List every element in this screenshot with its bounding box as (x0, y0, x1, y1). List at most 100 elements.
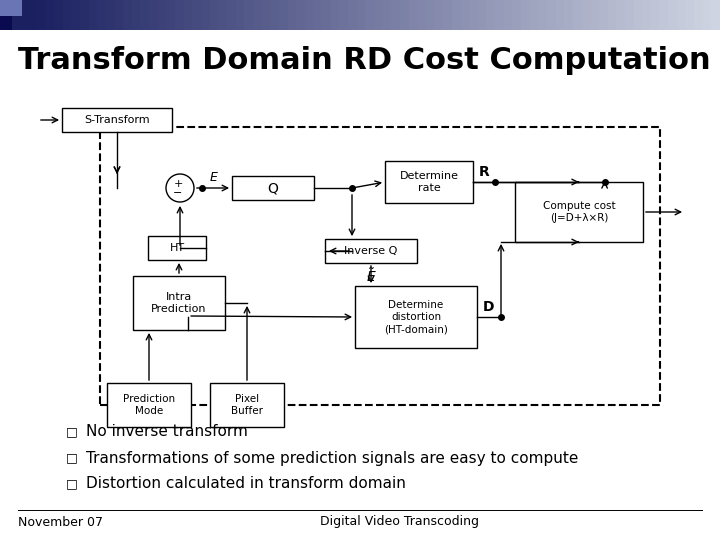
Bar (556, 0, 565, 30)
Bar (426, 0, 436, 30)
Bar (487, 0, 496, 30)
Bar (210, 383, 284, 427)
Bar (63, 0, 72, 30)
Bar (539, 0, 548, 30)
Bar (608, 0, 617, 30)
Bar (97, 0, 107, 30)
Bar (330, 0, 341, 30)
Bar (365, 0, 375, 30)
Bar (45, 0, 55, 30)
Bar (175, 0, 185, 30)
Bar (564, 0, 574, 30)
Bar (685, 0, 695, 30)
Bar (356, 0, 366, 30)
Bar (642, 0, 652, 30)
Bar (355, 286, 477, 348)
Bar (599, 0, 608, 30)
Bar (582, 0, 591, 30)
Text: Compute cost
(J=D+λ×R): Compute cost (J=D+λ×R) (543, 201, 616, 223)
Bar (123, 0, 132, 30)
Text: Q: Q (268, 181, 279, 195)
Bar (89, 0, 98, 30)
Bar (409, 0, 418, 30)
Bar (261, 0, 271, 30)
Bar (140, 0, 150, 30)
Bar (80, 0, 89, 30)
Bar (444, 0, 453, 30)
Bar (348, 0, 358, 30)
Bar (513, 0, 522, 30)
Bar (573, 0, 582, 30)
Bar (418, 0, 427, 30)
Bar (322, 0, 332, 30)
Text: Prediction
Mode: Prediction Mode (123, 394, 175, 416)
Text: S-Transform: S-Transform (84, 115, 150, 125)
Text: Determine
distortion
(HT-domain): Determine distortion (HT-domain) (384, 300, 448, 334)
Bar (100, 127, 660, 405)
Bar (530, 0, 539, 30)
Bar (218, 0, 228, 30)
Text: $\tilde{E}$: $\tilde{E}$ (366, 267, 377, 285)
Text: □: □ (66, 451, 78, 464)
Bar (616, 0, 626, 30)
Bar (651, 0, 660, 30)
Bar (148, 236, 206, 260)
Bar (694, 0, 703, 30)
Bar (133, 276, 225, 330)
Bar (235, 0, 246, 30)
Text: □: □ (66, 426, 78, 438)
Bar (184, 0, 194, 30)
Bar (296, 0, 306, 30)
Bar (201, 0, 211, 30)
Bar (37, 0, 46, 30)
Text: D: D (483, 300, 495, 314)
Bar (166, 0, 176, 30)
Text: R: R (479, 165, 490, 179)
Text: Inverse Q: Inverse Q (344, 246, 397, 256)
Bar (521, 0, 531, 30)
Bar (107, 383, 191, 427)
Bar (435, 0, 444, 30)
Bar (590, 0, 600, 30)
Bar (677, 0, 686, 30)
Bar (469, 0, 479, 30)
Bar (478, 0, 487, 30)
Bar (452, 0, 462, 30)
Bar (711, 0, 720, 30)
Bar (54, 0, 63, 30)
Text: No inverse transform: No inverse transform (86, 424, 248, 440)
Bar (461, 0, 470, 30)
Bar (71, 0, 81, 30)
Bar (400, 0, 410, 30)
Bar (703, 0, 712, 30)
Bar (253, 0, 263, 30)
Bar (210, 0, 220, 30)
Bar (279, 0, 289, 30)
Bar (504, 0, 513, 30)
Text: E: E (210, 171, 218, 184)
Bar (227, 0, 237, 30)
Bar (0, 0, 22, 16)
Bar (313, 0, 323, 30)
Text: Determine
rate: Determine rate (400, 171, 459, 193)
Text: November 07: November 07 (18, 516, 103, 529)
Text: HT: HT (169, 243, 184, 253)
Bar (515, 182, 643, 242)
Bar (287, 0, 297, 30)
Bar (270, 0, 280, 30)
Text: □: □ (66, 477, 78, 490)
Text: −: − (174, 188, 183, 198)
Bar (660, 0, 669, 30)
Bar (0, 16, 12, 30)
Bar (149, 0, 158, 30)
Bar (114, 0, 124, 30)
Text: +: + (174, 179, 183, 189)
Bar (132, 0, 141, 30)
Bar (0, 0, 28, 30)
Bar (625, 0, 634, 30)
Bar (62, 108, 172, 132)
Text: Pixel
Buffer: Pixel Buffer (231, 394, 263, 416)
Text: Digital Video Transcoding: Digital Video Transcoding (320, 516, 480, 529)
Text: Transformations of some prediction signals are easy to compute: Transformations of some prediction signa… (86, 450, 578, 465)
Bar (547, 0, 557, 30)
